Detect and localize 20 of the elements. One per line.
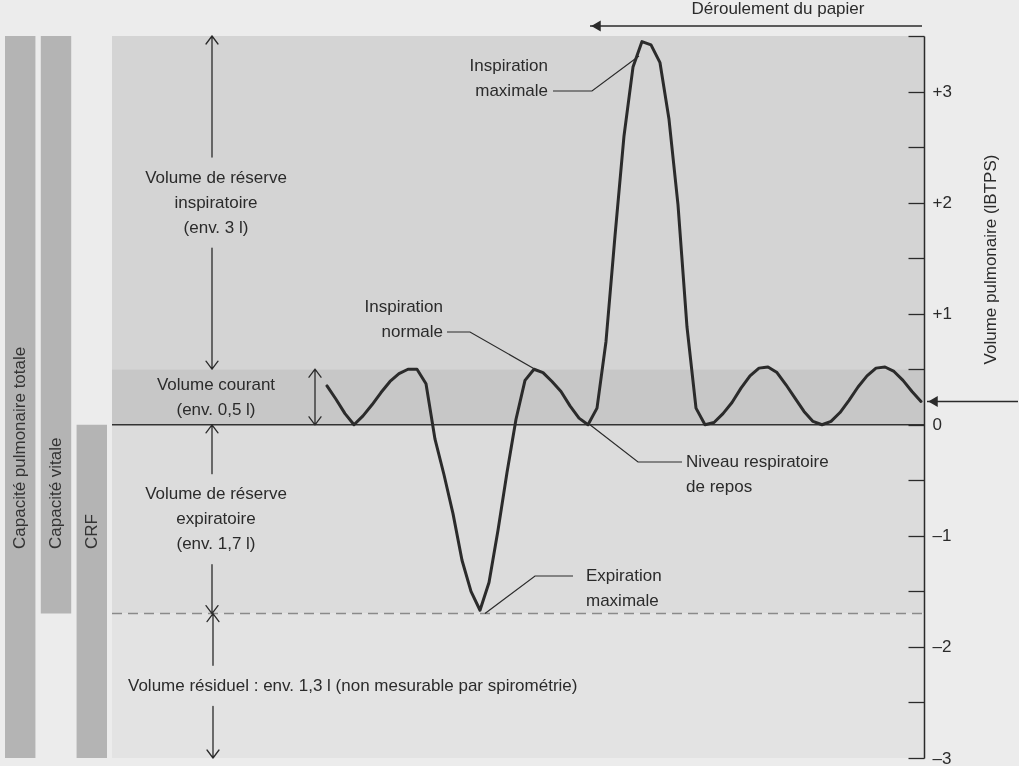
- band-label: Volume de réserve expiratoire (env. 1,7 l): [145, 484, 287, 554]
- annotation: Inspiration maximale: [469, 55, 548, 100]
- y-tick-label: 0: [932, 415, 942, 435]
- y-tick-label: –3: [932, 748, 952, 768]
- text: Déroulement du papier: [691, 0, 865, 18]
- annotation: Niveau respiratoire de repos: [686, 451, 829, 496]
- y-axis-title: Volume pulmonaire (lBTPS): [980, 154, 1000, 365]
- band-label: Volume résiduel : env. 1,3 l (non mesurable par spirométrie): [128, 675, 578, 695]
- y-tick-label: –1: [932, 526, 952, 546]
- annotation: Inspiration normale: [364, 296, 443, 341]
- y-tick-label: –2: [932, 637, 952, 657]
- band-label: Volume courant (env. 0,5 l): [156, 374, 276, 419]
- category-label: CRF: [81, 514, 101, 549]
- category-label: Capacité vitale: [46, 437, 65, 549]
- annotation: Expiration maximale: [586, 565, 662, 610]
- y-tick-label: +1: [932, 304, 952, 324]
- category-label: Capacité pulmonaire totale: [10, 346, 30, 549]
- band-label: Volume de réserve inspiratoire (env. 3 l): [145, 167, 287, 237]
- y-tick-label: +3: [932, 82, 952, 102]
- y-tick-label: +2: [932, 193, 952, 213]
